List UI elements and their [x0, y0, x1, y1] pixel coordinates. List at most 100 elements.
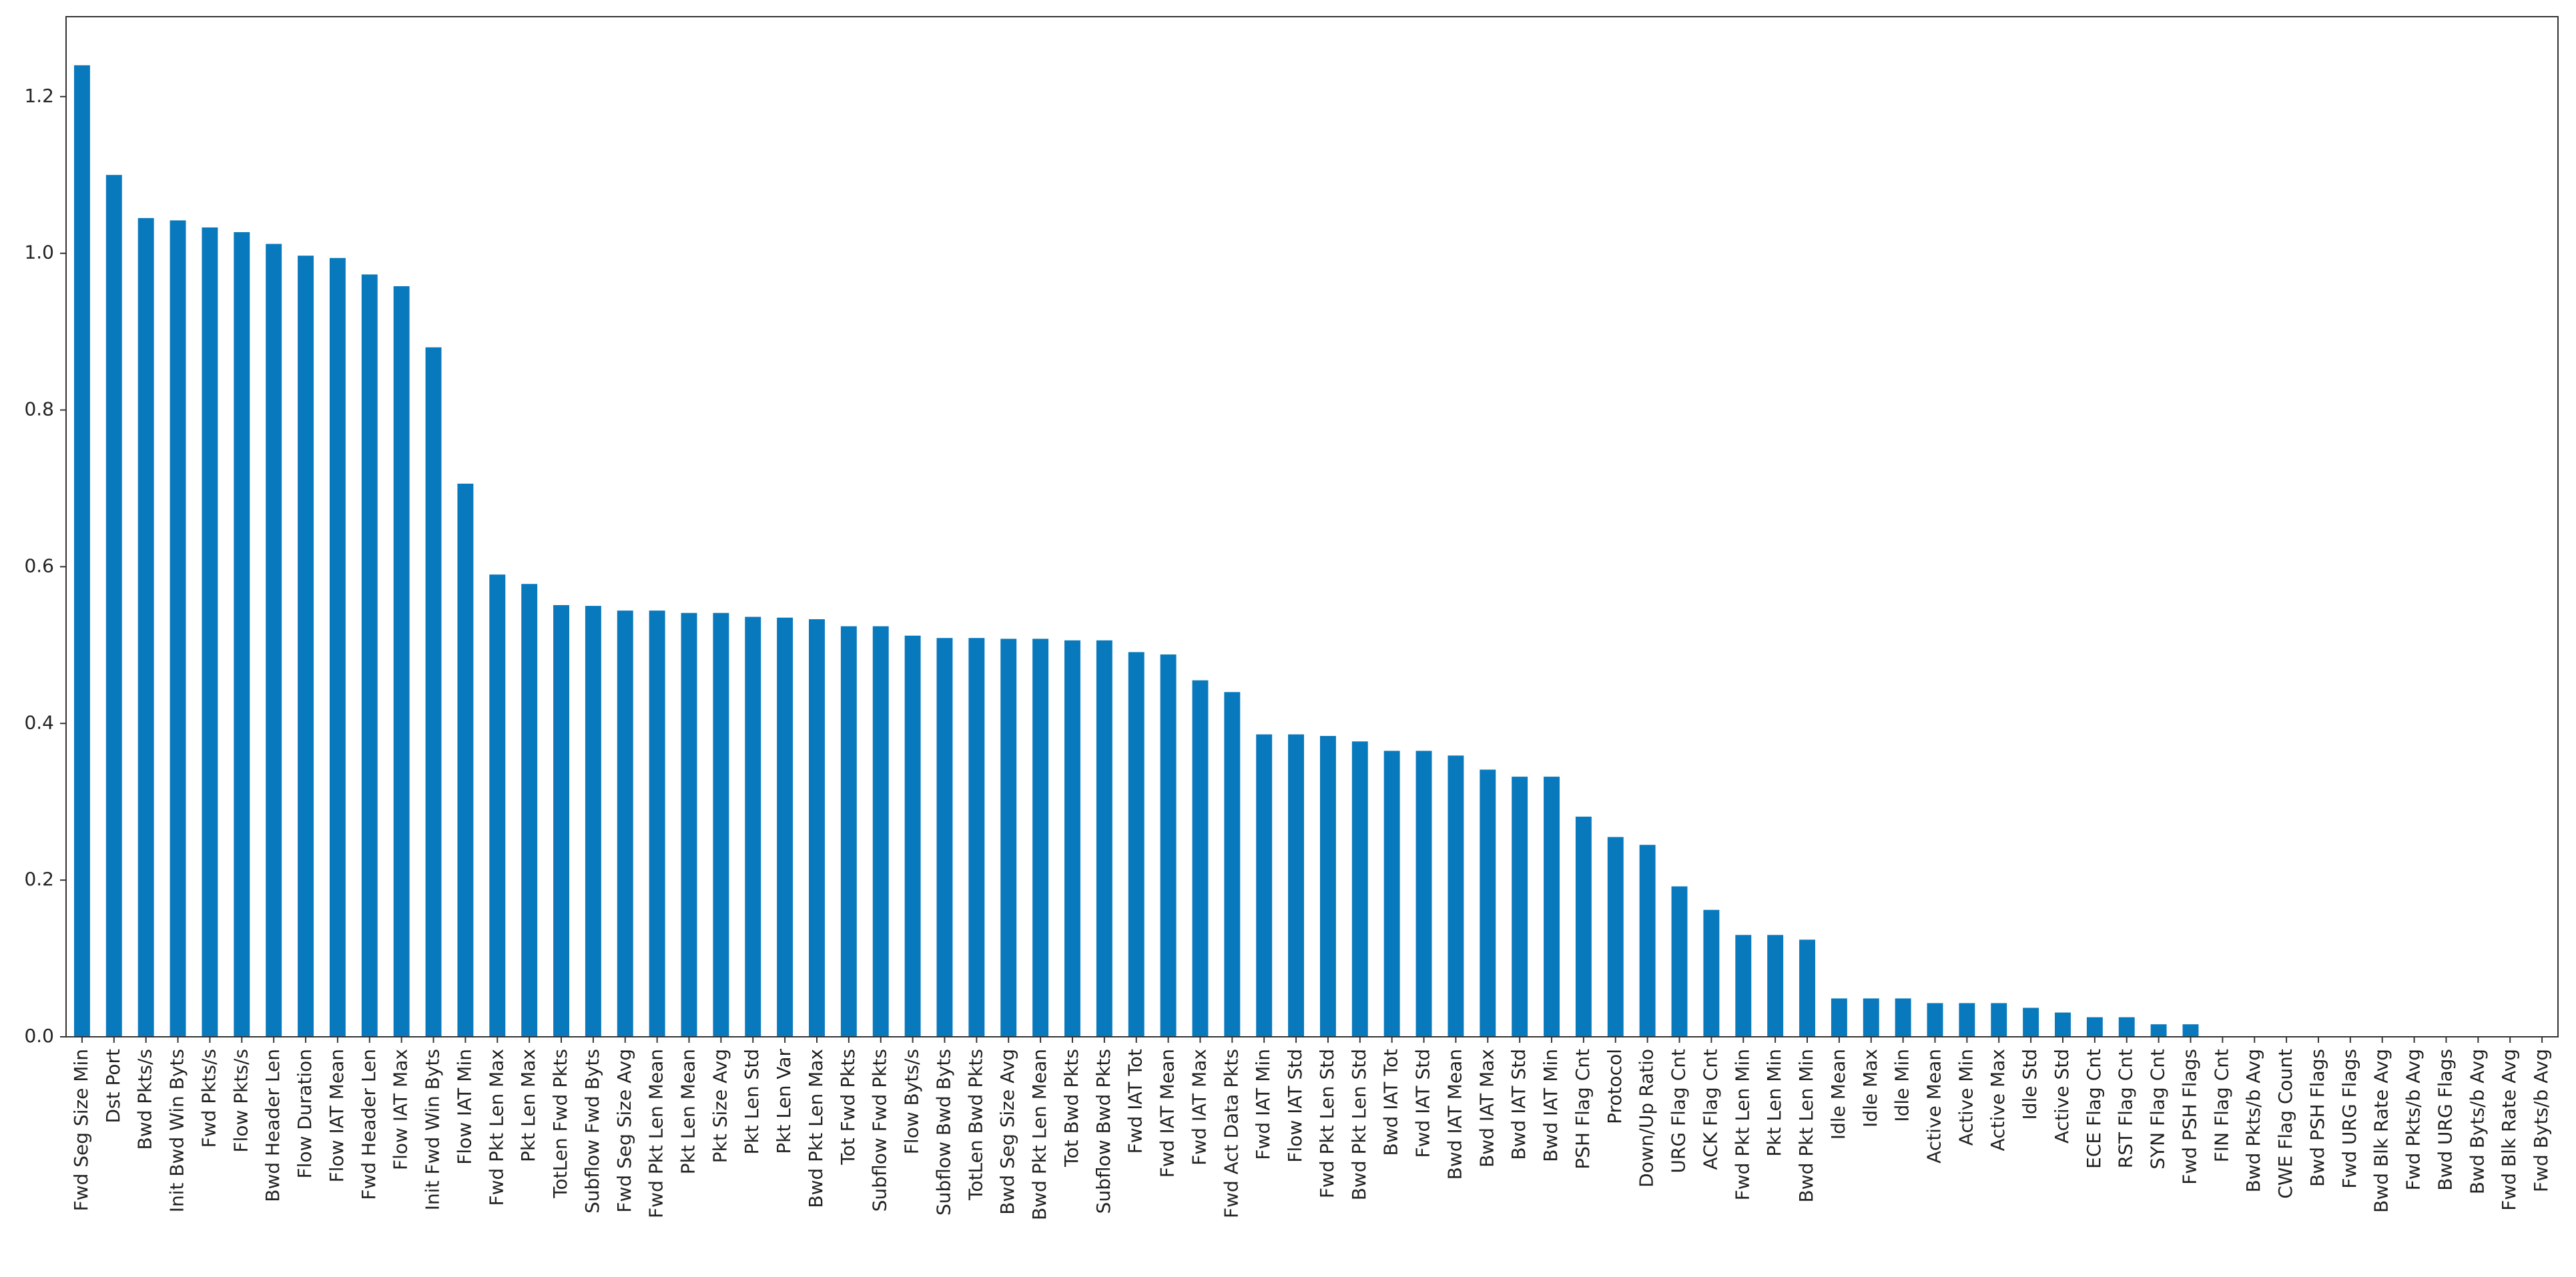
bar: [1671, 886, 1688, 1037]
bar: [425, 347, 442, 1037]
bar: [936, 638, 953, 1037]
bar: [1831, 998, 1847, 1037]
bar: [329, 258, 346, 1037]
bar: [1447, 755, 1464, 1037]
x-tick-label: Fwd IAT Mean: [1157, 1049, 1179, 1178]
bar: [1192, 680, 1209, 1037]
x-tick-label: Fwd Pkt Len Mean: [645, 1049, 667, 1218]
x-tick-label: Fwd Pkt Len Min: [1731, 1049, 1753, 1200]
x-tick-label: FIN Flag Cnt: [2210, 1049, 2232, 1162]
bar: [1415, 751, 1432, 1037]
x-tick-label: Bwd Pkts/b Avg: [2242, 1049, 2264, 1192]
bar: [1575, 817, 1592, 1037]
x-tick-label: Bwd Seg Size Avg: [996, 1049, 1018, 1215]
bar: [713, 612, 729, 1037]
bar: [1224, 692, 1241, 1037]
bar: [137, 218, 154, 1037]
y-tick-label: 0.2: [24, 868, 54, 890]
bar: [1607, 837, 1624, 1037]
bar: [585, 606, 601, 1037]
bar: [1288, 734, 1305, 1037]
bar: [393, 286, 410, 1037]
x-tick-label: Active Std: [2051, 1049, 2073, 1144]
bar: [1767, 935, 1784, 1037]
bar: [1256, 734, 1273, 1037]
bar: [2023, 1007, 2039, 1037]
bar: [105, 175, 122, 1037]
x-tick-label: Subflow Fwd Byts: [581, 1049, 603, 1214]
x-tick-label: Flow Pkts/s: [230, 1049, 252, 1153]
x-tick-label: Idle Max: [1859, 1049, 1881, 1128]
x-tick-label: Bwd PSH Flags: [2306, 1049, 2328, 1187]
x-tick-label: Flow IAT Min: [453, 1049, 475, 1165]
x-tick-label: ECE Flag Cnt: [2083, 1049, 2105, 1169]
x-tick-label: Pkt Len Var: [773, 1049, 795, 1154]
bar: [1703, 909, 1720, 1037]
bar: [1000, 638, 1017, 1037]
bar: [809, 619, 825, 1037]
x-tick-label: Subflow Fwd Pkts: [869, 1049, 891, 1212]
x-tick-label: Bwd IAT Tot: [1380, 1049, 1402, 1156]
bar: [1319, 736, 1336, 1037]
x-tick-label: Init Bwd Win Byts: [166, 1049, 188, 1212]
y-tick-label: 0.8: [24, 398, 54, 420]
x-tick-label: Fwd Blk Rate Avg: [2498, 1049, 2520, 1211]
x-tick-label: Bwd Pkt Len Max: [805, 1049, 827, 1208]
x-tick-label: Dst Port: [102, 1049, 124, 1124]
x-tick-label: Pkt Len Std: [741, 1049, 763, 1154]
x-tick-label: Bwd Pkts/s: [134, 1049, 156, 1150]
x-tick-label: PSH Flag Cnt: [1572, 1049, 1594, 1170]
bar: [202, 227, 218, 1037]
x-tick-label: Bwd IAT Std: [1508, 1049, 1530, 1160]
x-tick-label: SYN Flag Cnt: [2147, 1049, 2169, 1170]
bar: [457, 483, 474, 1037]
x-tick-label: Tot Bwd Pkts: [1060, 1049, 1082, 1168]
x-tick-label: Active Mean: [1923, 1049, 1945, 1164]
x-tick-label: Bwd Byts/b Avg: [2466, 1049, 2488, 1194]
x-tick-label: Fwd Seg Size Min: [70, 1049, 92, 1211]
bar: [968, 638, 985, 1037]
x-tick-label: Bwd IAT Mean: [1443, 1049, 1466, 1180]
x-tick-label: Fwd IAT Max: [1188, 1049, 1210, 1166]
x-tick-label: Fwd IAT Std: [1412, 1049, 1434, 1158]
bar: [298, 256, 314, 1037]
bar: [521, 584, 538, 1037]
x-tick-label: Bwd Pkt Len Min: [1795, 1049, 1817, 1202]
bar: [1064, 640, 1080, 1037]
bar: [872, 626, 889, 1037]
x-tick-label: Fwd Pkt Len Std: [1316, 1049, 1338, 1198]
y-tick-label: 0.4: [24, 711, 54, 733]
x-tick-label: Subflow Bwd Byts: [932, 1049, 954, 1216]
bar: [2086, 1017, 2103, 1037]
bar: [617, 610, 633, 1037]
x-tick-label: Subflow Bwd Pkts: [1092, 1049, 1114, 1214]
bar: [840, 626, 857, 1037]
bar: [1383, 751, 1400, 1037]
x-tick-label: Fwd Pkt Len Max: [485, 1049, 507, 1206]
bar: [1512, 777, 1528, 1037]
bar: [1032, 638, 1049, 1037]
bar: [1895, 998, 1911, 1037]
x-tick-label: ACK Flag Cnt: [1699, 1049, 1721, 1170]
x-tick-label: Pkt Len Min: [1763, 1049, 1785, 1157]
bar: [1799, 939, 1815, 1037]
bar: [777, 617, 793, 1037]
bar: [2118, 1017, 2135, 1037]
bar: [1096, 640, 1112, 1037]
bar: [2150, 1024, 2167, 1037]
x-tick-label: Down/Up Ratio: [1636, 1049, 1658, 1188]
x-tick-label: Idle Mean: [1827, 1049, 1849, 1140]
x-tick-label: Fwd Pkts/b Avg: [2402, 1049, 2425, 1190]
bar: [1639, 845, 1656, 1037]
x-tick-label: Bwd IAT Max: [1476, 1049, 1498, 1168]
x-tick-label: Bwd Header Len: [262, 1049, 284, 1202]
bar: [745, 616, 761, 1037]
plot-frame: [65, 16, 2559, 1037]
bar: [234, 232, 250, 1037]
x-tick-label: CWE Flag Count: [2274, 1049, 2296, 1199]
x-tick-label: Flow IAT Max: [390, 1049, 412, 1170]
bar: [904, 635, 921, 1037]
x-tick-label: Fwd Byts/b Avg: [2530, 1049, 2552, 1192]
y-tick-label: 0.6: [24, 554, 54, 576]
x-tick-label: Flow Byts/s: [901, 1049, 923, 1154]
